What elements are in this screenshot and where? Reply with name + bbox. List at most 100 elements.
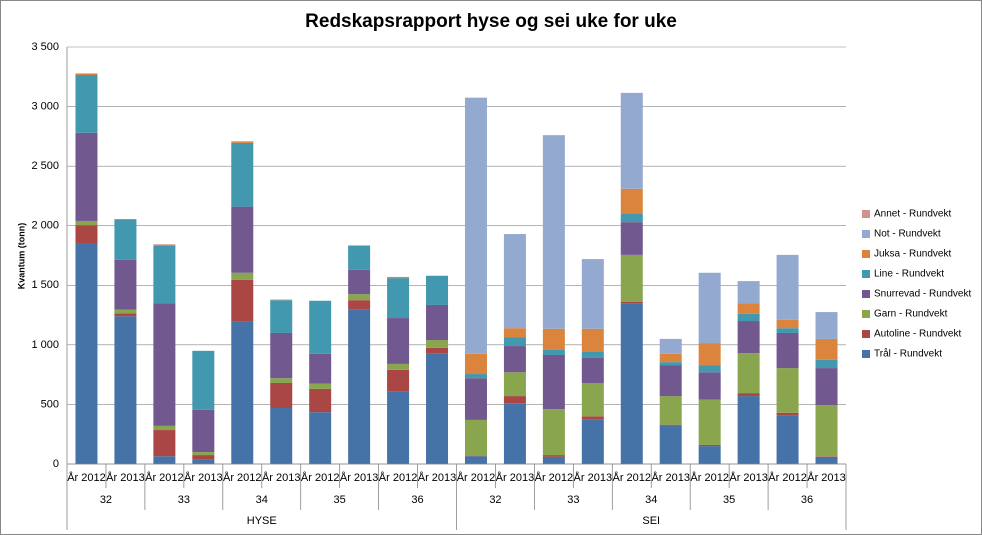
- legend-label: Line - Rundvekt: [874, 269, 944, 280]
- bar-segment: [542, 455, 565, 457]
- bar-segment: [542, 456, 565, 464]
- legend-swatch: [862, 330, 870, 338]
- bar-segment: [776, 415, 799, 464]
- legend-swatch: [862, 350, 870, 358]
- bar-segment: [309, 300, 332, 354]
- bar-segment: [620, 303, 643, 464]
- bar-segment: [153, 430, 176, 457]
- y-tick-label: 1 500: [31, 279, 59, 291]
- legend-swatch: [862, 230, 870, 238]
- bar-segment: [426, 304, 449, 341]
- week-label: 34: [645, 494, 657, 506]
- bar-segment: [581, 259, 604, 329]
- x-tick-label: År 2012: [690, 471, 729, 484]
- x-tick-label: År 2013: [418, 471, 457, 484]
- bar-segment: [776, 332, 799, 369]
- bar-segment: [270, 408, 293, 464]
- bar-segment: [776, 328, 799, 333]
- bar-segment: [114, 259, 137, 310]
- bar-segment: [815, 368, 838, 406]
- bar-segment: [153, 303, 176, 426]
- bar-segment: [75, 242, 98, 464]
- bar-segment: [659, 365, 682, 397]
- bar-segment: [620, 188, 643, 214]
- x-tick-label: År 2013: [807, 471, 846, 484]
- week-label: 36: [801, 494, 813, 506]
- bar-segment: [581, 419, 604, 464]
- bar-segment: [75, 73, 98, 74]
- bar-segment: [192, 455, 215, 460]
- bar-segment: [815, 456, 838, 457]
- bar-segment: [776, 319, 799, 329]
- bar-segment: [231, 321, 254, 464]
- x-tick-label: År 2012: [613, 471, 652, 484]
- bar-segment: [581, 357, 604, 383]
- x-tick-label: År 2012: [223, 471, 262, 484]
- bar-segment: [620, 222, 643, 255]
- bar-segment: [192, 409, 215, 453]
- bar-segment: [231, 141, 254, 143]
- bar-segment: [737, 281, 760, 304]
- bar-segment: [698, 272, 721, 344]
- legend-label: Autoline - Rundvekt: [874, 329, 961, 340]
- bar-segment: [309, 388, 332, 413]
- bar-segment: [270, 378, 293, 383]
- week-label: 35: [723, 494, 735, 506]
- bar-segment: [270, 332, 293, 379]
- bar-segment: [542, 349, 565, 355]
- week-label: 33: [178, 494, 190, 506]
- bar-segment: [698, 343, 721, 366]
- bar-segment: [75, 220, 98, 226]
- x-tick-label: År 2013: [729, 471, 768, 484]
- x-tick-label: År 2012: [379, 471, 418, 484]
- week-label: 36: [411, 494, 423, 506]
- bar-segment: [231, 142, 254, 207]
- bar-segment: [309, 412, 332, 464]
- bar-segment: [815, 456, 838, 464]
- bar-segment: [815, 359, 838, 369]
- x-tick-label: År 2012: [768, 471, 807, 484]
- bar-segment: [309, 353, 332, 384]
- bar-segment: [659, 425, 682, 464]
- bar-segment: [698, 446, 721, 464]
- y-tick-label: 2 500: [31, 160, 59, 172]
- bar-segment: [464, 419, 487, 456]
- x-tick-label: År 2013: [184, 471, 223, 484]
- legend-swatch: [862, 270, 870, 278]
- bar-segment: [387, 391, 410, 464]
- bar-segment: [348, 245, 371, 246]
- bar-segment: [776, 412, 799, 416]
- bar-segment: [659, 396, 682, 425]
- bar-segment: [503, 396, 526, 404]
- y-tick-label: 0: [53, 458, 59, 470]
- bar-segment: [348, 245, 371, 270]
- bar-segment: [659, 362, 682, 366]
- bar-segment: [387, 278, 410, 319]
- week-label: 32: [100, 494, 112, 506]
- bar-segment: [581, 382, 604, 417]
- bar-segment: [153, 425, 176, 431]
- week-label: 35: [334, 494, 346, 506]
- bar-segment: [464, 378, 487, 420]
- bar-segment: [464, 456, 487, 464]
- x-tick-label: År 2012: [301, 471, 340, 484]
- bar-segment: [464, 353, 487, 375]
- bar-segment: [464, 455, 487, 457]
- bar-segment: [153, 244, 176, 245]
- bar-segment: [153, 244, 176, 246]
- bar-segment: [581, 352, 604, 358]
- bar-segment: [581, 416, 604, 420]
- x-tick-label: År 2013: [262, 471, 301, 484]
- x-tick-label: År 2012: [67, 471, 106, 484]
- x-tick-label: År 2013: [651, 471, 690, 484]
- bar-segment: [426, 275, 449, 305]
- bar-segment: [114, 219, 137, 260]
- bar-segment: [309, 383, 332, 389]
- bar-segment: [542, 135, 565, 329]
- week-label: 34: [256, 494, 268, 506]
- y-tick-label: 3 500: [31, 41, 59, 53]
- bar-segment: [737, 393, 760, 397]
- bar-segment: [387, 363, 410, 370]
- bar-segment: [387, 276, 410, 279]
